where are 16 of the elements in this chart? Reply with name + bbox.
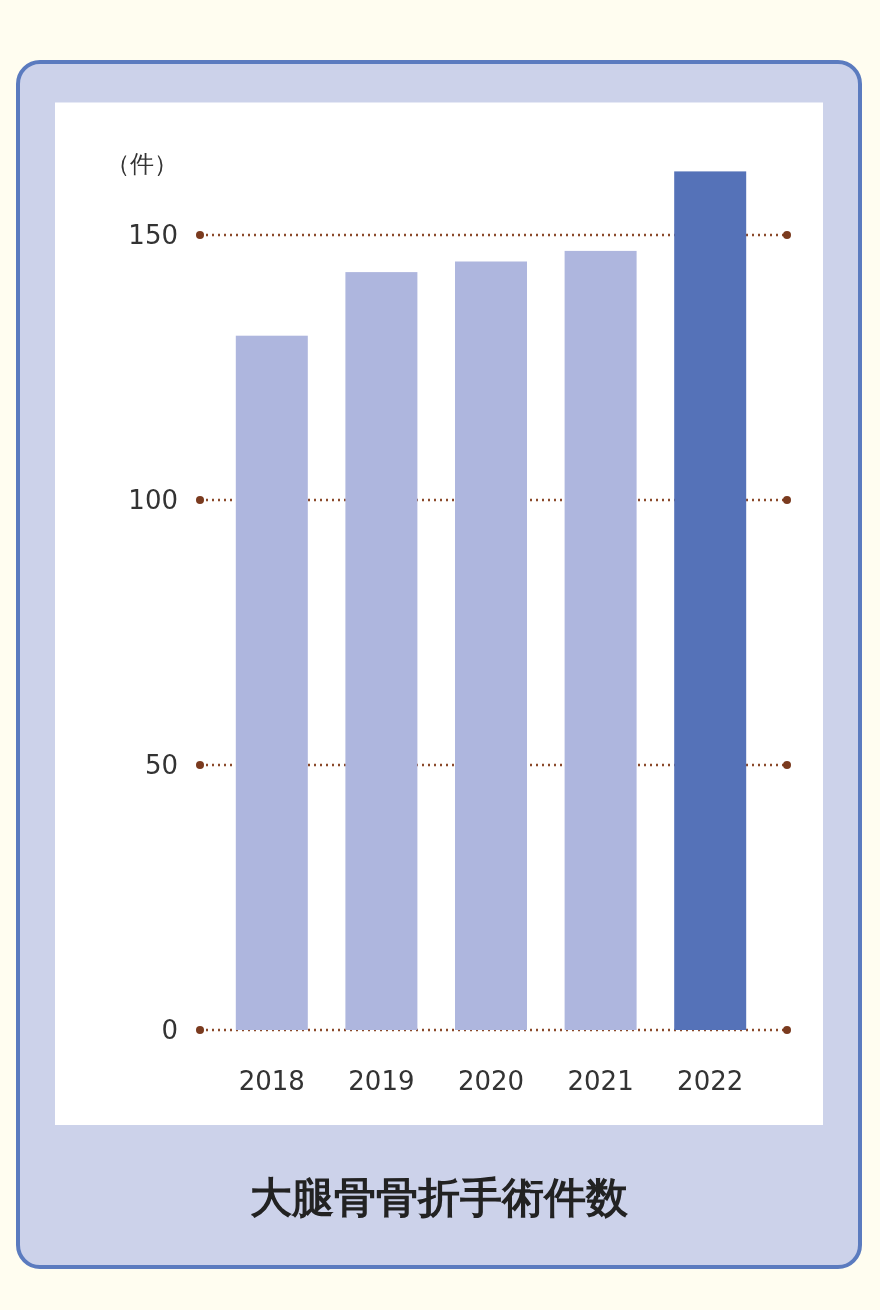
text: 大腿骨骨折手術件数 — [250, 1173, 629, 1222]
x-tick-label: 2020 — [457, 1066, 525, 1096]
bar — [455, 261, 527, 1030]
x-tick-label: 2022 — [677, 1066, 744, 1096]
y-tick-label: 100 — [128, 485, 178, 515]
y-tick-label: 50 — [144, 750, 178, 780]
x-tick-label: 2019 — [348, 1066, 415, 1096]
bar — [235, 335, 308, 1030]
x-tick-label: 2021 — [567, 1066, 634, 1096]
bar — [674, 171, 747, 1030]
x-tick-label: 2018 — [238, 1066, 305, 1096]
y-axis-title: （件） — [106, 150, 178, 178]
bar — [345, 272, 418, 1030]
bar — [564, 250, 637, 1030]
y-tick-label: 0 — [161, 1015, 178, 1045]
y-tick-label: 150 — [128, 220, 178, 250]
